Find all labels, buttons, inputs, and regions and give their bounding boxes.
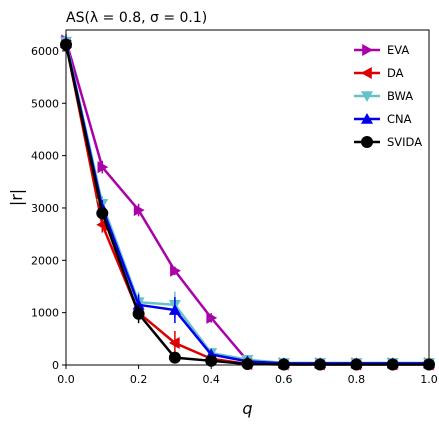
plot-frame [65,29,430,366]
data-point-svida [350,358,363,371]
x-tick-label: 0.4 [202,373,220,386]
series-line-da [64,42,429,366]
legend-label-cna: CNA [387,112,412,126]
series-line-bwa [64,41,429,365]
data-point-eva [97,161,109,174]
legend-marker-da [361,67,372,79]
y-tick-label: 1000 [31,307,59,320]
y-axis: 0 1000 2000 3000 4000 5000 6000 [31,45,66,372]
x-tick-label: 0.0 [57,373,75,386]
y-tick-label: 2000 [31,254,59,267]
series-da [60,36,434,371]
series-line-cna [64,42,429,365]
y-axis-label: |r| [7,189,26,206]
legend-marker-eva [362,44,373,56]
series-bwa [60,35,435,369]
series-cna [60,36,435,369]
chart-title: AS(λ = 0.8, σ = 0.1) [66,10,207,26]
legend-marker-cna [361,113,373,124]
x-tick-label: 1.0 [420,373,438,386]
x-tick-label: 0.6 [275,373,293,386]
legend-marker-bwa [361,91,373,102]
legend-label-bwa: BWA [387,89,413,103]
data-point-svida [205,354,218,367]
x-tick-label: 0.2 [130,373,148,386]
x-axis: 0.0 0.2 0.4 0.6 0.8 1.0 [57,365,438,386]
legend: EVA DA BWA CNA SVIDA [354,43,422,149]
series-eva [61,34,435,370]
series-svida [60,38,435,371]
y-tick-label: 6000 [31,45,59,58]
y-tick-label: 5000 [31,97,59,110]
y-tick-label: 4000 [31,150,59,163]
data-point-svida [96,207,109,220]
legend-marker-svida [361,136,373,148]
legend-label-svida: SVIDA [387,135,422,149]
series-line-svida [64,44,429,366]
data-point-cna [168,304,181,315]
x-tick-label: 0.8 [348,373,366,386]
legend-label-da: DA [387,66,404,80]
data-point-svida [168,351,181,364]
data-point-eva [170,264,181,277]
legend-label-eva: EVA [387,43,409,57]
series-line-eva [64,40,429,365]
data-point-svida [277,358,290,371]
data-point-svida [314,358,327,371]
x-axis-label: q [242,399,252,418]
data-point-eva [206,311,218,324]
data-point-svida [386,358,399,371]
data-point-svida [241,357,254,370]
data-point-eva [133,204,145,217]
y-tick-label: 0 [52,359,59,372]
data-point-da [168,337,180,350]
data-point-svida [132,307,145,320]
plot-area [60,34,435,371]
y-tick-label: 3000 [31,202,59,215]
